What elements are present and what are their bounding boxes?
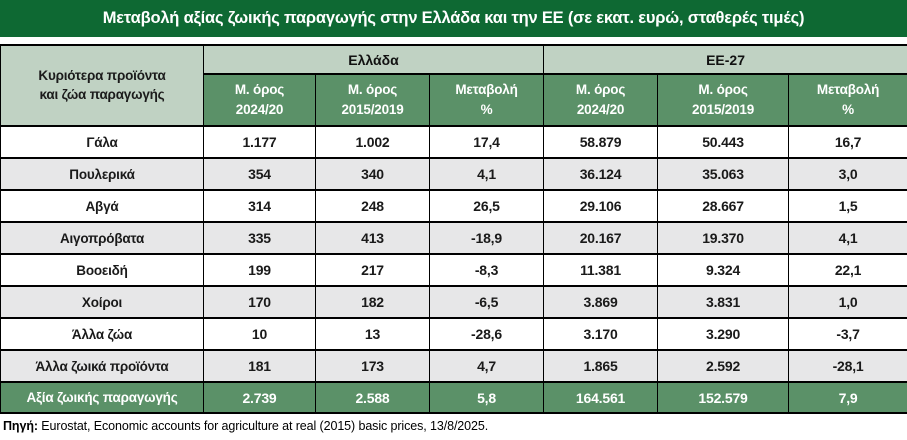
production-value-table: Κυριότερα προϊόντα και ζώα παραγωγής Ελλ… bbox=[0, 44, 907, 414]
cell-value: 413 bbox=[315, 221, 430, 255]
table-row-pigs: Χοίροι 170 182 -6,5 3.869 3.831 1,0 bbox=[0, 285, 907, 319]
product-label: Βοοειδή bbox=[0, 253, 204, 287]
cell-value: 2.592 bbox=[657, 349, 790, 383]
cell-value: 19.370 bbox=[657, 221, 790, 255]
table-row-poultry: Πουλερικά 354 340 4,1 36.124 35.063 3,0 bbox=[0, 157, 907, 191]
cell-value: -28,6 bbox=[428, 317, 545, 351]
cell-value: -8,3 bbox=[428, 253, 545, 287]
total-value: 2.739 bbox=[203, 381, 316, 414]
cell-value: 217 bbox=[315, 253, 430, 287]
cell-value: -6,5 bbox=[428, 285, 545, 319]
table-row-other-animals: Άλλα ζώα 10 13 -28,6 3.170 3.290 -3,7 bbox=[0, 317, 907, 351]
cell-value: 4,1 bbox=[788, 221, 907, 255]
total-value: 5,8 bbox=[428, 381, 545, 414]
group-header-eu27: ΕΕ-27 bbox=[543, 44, 907, 75]
table-row-sheep-goats: Αιγοπρόβατα 335 413 -18,9 20.167 19.370 … bbox=[0, 221, 907, 255]
group-header-row: Κυριότερα προϊόντα και ζώα παραγωγής Ελλ… bbox=[0, 44, 907, 127]
cell-value: 1,5 bbox=[788, 189, 907, 223]
cell-value: 3,0 bbox=[788, 157, 907, 191]
cell-value: 4,7 bbox=[428, 349, 545, 383]
source-label: Πηγή: bbox=[3, 419, 38, 433]
cell-value: 16,7 bbox=[788, 125, 907, 159]
cell-value: 354 bbox=[203, 157, 316, 191]
cell-value: 11.381 bbox=[543, 253, 659, 287]
cell-value: 58.879 bbox=[543, 125, 659, 159]
cell-value: 314 bbox=[203, 189, 316, 223]
product-label: Πουλερικά bbox=[0, 157, 204, 191]
total-value: 152.579 bbox=[657, 381, 790, 414]
cell-value: 13 bbox=[315, 317, 430, 351]
cell-value: 35.063 bbox=[657, 157, 790, 191]
total-label: Αξία ζωικής παραγωγής bbox=[0, 381, 204, 414]
corner-header: Κυριότερα προϊόντα και ζώα παραγωγής bbox=[0, 44, 204, 127]
table-row-eggs: Αβγά 314 248 26,5 29.106 28.667 1,5 bbox=[0, 189, 907, 223]
cell-value: 199 bbox=[203, 253, 316, 287]
cell-value: 182 bbox=[315, 285, 430, 319]
source-text: Eurostat, Economic accounts for agricult… bbox=[37, 419, 489, 433]
cell-value: 1.865 bbox=[543, 349, 659, 383]
col-header-eu-avg-2015-2019: Μ. όρος 2015/2019 bbox=[657, 73, 790, 127]
product-label: Γάλα bbox=[0, 125, 204, 159]
cell-value: 3.170 bbox=[543, 317, 659, 351]
cell-value: 3.869 bbox=[543, 285, 659, 319]
product-label: Άλλα ζωικά προϊόντα bbox=[0, 349, 204, 383]
cell-value: 29.106 bbox=[543, 189, 659, 223]
table-title-bar: Μεταβολή αξίας ζωικής παραγωγής στην Ελλ… bbox=[0, 0, 907, 37]
cell-value: 26,5 bbox=[428, 189, 545, 223]
total-value: 7,9 bbox=[788, 381, 907, 414]
col-header-gr-avg-2024-20: Μ. όρος 2024/20 bbox=[203, 73, 316, 127]
product-label: Αιγοπρόβατα bbox=[0, 221, 204, 255]
cell-value: 4,1 bbox=[428, 157, 545, 191]
cell-value: 173 bbox=[315, 349, 430, 383]
col-header-gr-avg-2015-2019: Μ. όρος 2015/2019 bbox=[315, 73, 430, 127]
product-label: Αβγά bbox=[0, 189, 204, 223]
table-row-cattle: Βοοειδή 199 217 -8,3 11.381 9.324 22,1 bbox=[0, 253, 907, 287]
cell-value: 28.667 bbox=[657, 189, 790, 223]
product-label: Άλλα ζώα bbox=[0, 317, 204, 351]
table-row-milk: Γάλα 1.177 1.002 17,4 58.879 50.443 16,7 bbox=[0, 125, 907, 159]
cell-value: 10 bbox=[203, 317, 316, 351]
cell-value: 340 bbox=[315, 157, 430, 191]
cell-value: 1.177 bbox=[203, 125, 316, 159]
cell-value: 1,0 bbox=[788, 285, 907, 319]
cell-value: 9.324 bbox=[657, 253, 790, 287]
col-header-eu-change-pct: Μεταβολή % bbox=[788, 73, 907, 127]
table-title: Μεταβολή αξίας ζωικής παραγωγής στην Ελλ… bbox=[102, 9, 805, 27]
total-value: 164.561 bbox=[543, 381, 659, 414]
source-note: Πηγή: Eurostat, Economic accounts for ag… bbox=[0, 414, 907, 433]
cell-value: 181 bbox=[203, 349, 316, 383]
cell-value: 22,1 bbox=[788, 253, 907, 287]
cell-value: -28,1 bbox=[788, 349, 907, 383]
cell-value: -18,9 bbox=[428, 221, 545, 255]
table-row-other-animal-products: Άλλα ζωικά προϊόντα 181 173 4,7 1.865 2.… bbox=[0, 349, 907, 383]
cell-value: 36.124 bbox=[543, 157, 659, 191]
cell-value: 1.002 bbox=[315, 125, 430, 159]
col-header-eu-avg-2024-20: Μ. όρος 2024/20 bbox=[543, 73, 659, 127]
cell-value: 3.290 bbox=[657, 317, 790, 351]
product-label: Χοίροι bbox=[0, 285, 204, 319]
cell-value: 335 bbox=[203, 221, 316, 255]
cell-value: 3.831 bbox=[657, 285, 790, 319]
group-header-greece: Ελλάδα bbox=[202, 44, 545, 75]
cell-value: 170 bbox=[203, 285, 316, 319]
cell-value: 17,4 bbox=[428, 125, 545, 159]
cell-value: 50.443 bbox=[657, 125, 790, 159]
cell-value: -3,7 bbox=[788, 317, 907, 351]
cell-value: 20.167 bbox=[543, 221, 659, 255]
table-row-total: Αξία ζωικής παραγωγής 2.739 2.588 5,8 16… bbox=[0, 381, 907, 414]
col-header-gr-change-pct: Μεταβολή % bbox=[428, 73, 545, 127]
total-value: 2.588 bbox=[315, 381, 430, 414]
cell-value: 248 bbox=[315, 189, 430, 223]
sub-header-row: Μ. όρος 2024/20 Μ. όρος 2015/2019 Μεταβο… bbox=[1, 73, 907, 127]
